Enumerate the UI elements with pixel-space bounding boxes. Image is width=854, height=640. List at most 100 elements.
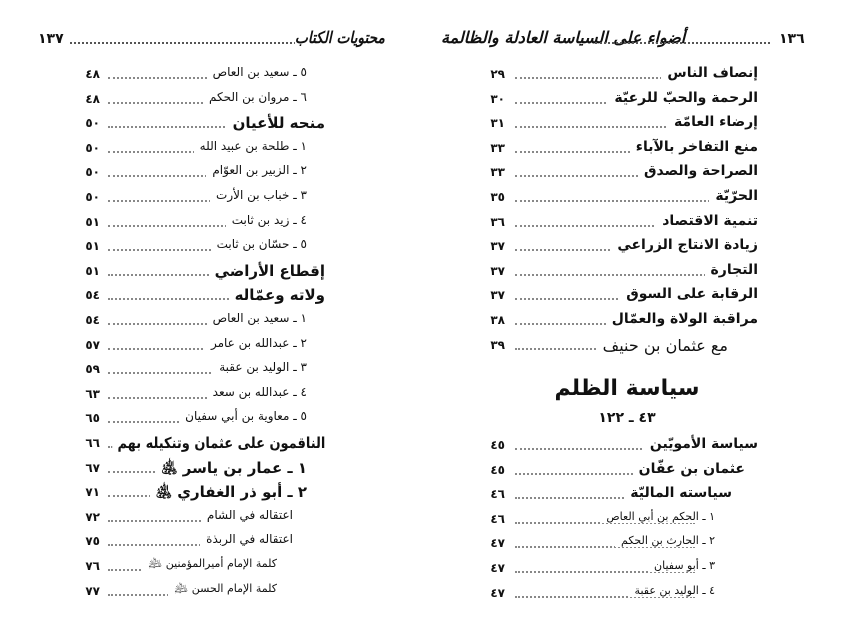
toc-entry-title: سياسة الأمويّين <box>643 436 758 452</box>
toc-entry[interactable]: ٧٦ كلمة الإمام أميرالمؤمنين ﵇ <box>0 557 427 577</box>
toc-entry[interactable]: ٤٨ ٥ ـ سعيد بن العاص <box>0 65 427 85</box>
toc-page-number: ٣٩ <box>490 337 505 352</box>
toc-entry-title: ١ ـ سعيد بن العاص <box>206 311 307 325</box>
toc-entry[interactable]: ٥٤ ١ ـ سعيد بن العاص <box>0 311 427 331</box>
toc-entry-title: ٦ ـ مروان بن الحكم <box>202 89 307 104</box>
toc-entry[interactable]: ٦٧ ١ ـ عمار بن ياسر ﵁ <box>0 458 427 481</box>
toc-entry-title: زيادة الانتاج الزراعي <box>611 237 758 254</box>
toc-page-number: ٦٣ <box>85 386 100 401</box>
toc-page-number: ٣٧ <box>490 239 505 254</box>
toc-entry[interactable]: ٢٩ إنصاف الناس <box>427 65 854 85</box>
dot-leader <box>108 101 287 104</box>
toc-entry-title: الحرّيّة <box>709 188 758 204</box>
toc-entry[interactable]: ٣٦ تنمية الاقتصاد <box>427 212 854 233</box>
toc-page-number: ٥١ <box>85 239 100 254</box>
left-page: ١٣٧ محتويات الكتاب ٤٨ ٥ ـ سعيد بن العاص ٤٨… <box>0 28 427 602</box>
toc-page-number: ٧٢ <box>85 509 100 524</box>
toc-entry[interactable]: ٣٥ الحرّيّة <box>427 188 854 208</box>
right-page: أضواء على السياسة العادلة والظالمة ١٣٦ ٢… <box>427 0 854 640</box>
dot-leader <box>515 175 738 178</box>
toc-page-number: ٤٦ <box>490 487 505 502</box>
dot-leader <box>108 347 287 350</box>
toc-entry[interactable]: ٤٥ عثمان بن عفّان <box>427 460 854 481</box>
toc-entry-title: ٢ ـ الحارث بن الحكم <box>615 534 715 548</box>
toc-entry-title: ١ ـ عمار بن ياسر ﵁ <box>155 458 307 481</box>
toc-page-number: ٥٤ <box>85 288 100 303</box>
toc-entry[interactable]: ٤٧ ٣ ـ أبو سفيان <box>427 559 854 579</box>
toc-entry-title: ٣ ـ خباب بن الأرت <box>210 188 307 202</box>
toc-entry-title: مراقبة الولاة والعمّال <box>605 311 758 327</box>
toc-entry-title: إنصاف الناس <box>661 65 758 81</box>
dot-leader <box>108 249 287 252</box>
toc-entry-title: عثمان بن عفّان <box>632 460 745 477</box>
toc-entry[interactable]: ٤٧ ٤ ـ الوليد بن عقبة <box>427 583 854 604</box>
toc-entry-title: تنمية الاقتصاد <box>656 212 758 229</box>
dot-leader <box>515 521 695 524</box>
toc-page-number: ٥١ <box>85 214 100 229</box>
toc-entry[interactable]: ٣٧ التجارة <box>427 261 854 282</box>
toc-entry[interactable]: ٦٣ ٤ ـ عبدالله بن سعد <box>0 384 427 405</box>
toc-entry[interactable]: ٧٢ اعتقاله في الشام <box>0 507 427 528</box>
toc-entry[interactable]: ٣٣ الصراحة والصدق <box>427 163 854 183</box>
dot-leader <box>108 323 287 325</box>
toc-entry-title: ٣ ـ أبو سفيان <box>648 559 715 572</box>
toc-page-number: ٣٧ <box>490 288 505 303</box>
toc-entry-title: اعتقاله في الربذة <box>200 532 293 547</box>
toc-entry-title: ١ ـ طلحة بن عبيد الله <box>193 138 307 153</box>
toc-page-number: ٥٠ <box>85 140 100 155</box>
toc-entry[interactable]: ٤٧ ٢ ـ الحارث بن الحكم <box>427 534 854 554</box>
toc-entry[interactable]: ٥٤ ولاته وعمّاله <box>0 286 427 306</box>
toc-entry[interactable]: ٧١ ٢ ـ أبو ذر الغفاري ﵁ <box>0 483 427 506</box>
toc-page-number: ٢٩ <box>490 67 505 81</box>
dot-leader <box>108 519 273 522</box>
toc-entry-title: كلمة الإمام أميرالمؤمنين ﵇ <box>142 557 277 573</box>
toc-entry[interactable]: ٧٥ اعتقاله في الربذة <box>0 532 427 552</box>
toc-entry[interactable]: ٣٧ زيادة الانتاج الزراعي <box>427 237 854 257</box>
toc-entry[interactable]: ٤٦ ١ ـ الحكم بن أبي العاص <box>427 509 854 530</box>
toc-entry[interactable]: ٤٨ ٦ ـ مروان بن الحكم <box>0 89 427 110</box>
toc-entry[interactable]: ٦٦ الناقمون على عثمان وتنكيله بهم <box>0 434 427 454</box>
toc-entry[interactable]: ٥٠ ١ ـ طلحة بن عبيد الله <box>0 138 427 159</box>
toc-entry-title: الرحمة والحبّ للرعيّة <box>608 89 758 106</box>
toc-entry[interactable]: ٧٧ كلمة الإمام الحسن ﵇ <box>0 581 427 602</box>
toc-page-number: ٤٧ <box>490 536 505 551</box>
dot-leader <box>515 472 725 475</box>
toc-entry[interactable]: ٦٥ ٥ ـ معاوية بن أبي سفيان <box>0 409 427 429</box>
toc-entry[interactable]: ٥٠ ٢ ـ الزبير بن العوّام <box>0 163 427 183</box>
toc-entry[interactable]: ٣١ إرضاء العامّة <box>427 114 854 134</box>
dot-leader <box>515 150 738 153</box>
toc-entry[interactable]: ٣٧ الرقابة على السوق <box>427 286 854 306</box>
toc-page-number: ٣٥ <box>490 190 505 204</box>
toc-entry[interactable]: ٤٦ سياسته الماليّة <box>427 485 854 505</box>
toc-entry[interactable]: ٥٧ ٢ ـ عبدالله بن عامر <box>0 335 427 356</box>
toc-entry[interactable]: ٥١ ٤ ـ زيد بن ثابت <box>0 212 427 233</box>
header-dot-leader <box>595 42 770 44</box>
dot-leader <box>515 126 738 129</box>
toc-page-number: ٦٦ <box>85 436 100 450</box>
toc-entry-title: ٣ ـ الوليد بن عقبة <box>213 360 307 375</box>
dot-leader <box>108 372 287 375</box>
toc-page-number: ٣٠ <box>490 91 505 106</box>
toc-entry[interactable]: ٥١ ٥ ـ حسّان بن ثابت <box>0 237 427 257</box>
toc-entry[interactable]: ٣٣ منع التفاخر بالآباء <box>427 138 854 159</box>
toc-entry-title: كلمة الإمام الحسن ﵇ <box>168 581 277 598</box>
toc-entry[interactable]: ٣٩ مع عثمان بن حنيف <box>427 335 854 356</box>
toc-entry-title: ١ ـ الحكم بن أبي العاص <box>600 509 715 523</box>
toc-entry-title: ٤ ـ الوليد بن عقبة <box>628 583 715 597</box>
dot-leader <box>515 595 695 598</box>
toc-entry-title: منع التفاخر بالآباء <box>629 138 758 155</box>
toc-entry-title: ٢ ـ عبدالله بن عامر <box>204 335 307 350</box>
toc-entry[interactable]: ٥١ إقطاع الأراضي <box>0 261 427 282</box>
toc-entry[interactable]: ٣٨ مراقبة الولاة والعمّال <box>427 311 854 331</box>
toc-entry[interactable]: ٤٥ سياسة الأمويّين <box>427 436 854 456</box>
dot-leader <box>108 298 305 301</box>
toc-page-number: ٤٧ <box>490 585 505 600</box>
toc-entry[interactable]: ٥٠ منحه للأعيان <box>0 114 427 134</box>
toc-entry[interactable]: ٥٩ ٣ ـ الوليد بن عقبة <box>0 360 427 380</box>
header-dot-leader <box>70 42 300 44</box>
toc-page-number: ٣٧ <box>490 263 505 278</box>
toc-entry[interactable]: ٣٠ الرحمة والحبّ للرعيّة <box>427 89 854 110</box>
dot-leader <box>515 448 738 450</box>
toc-entry[interactable]: ٥٠ ٣ ـ خباب بن الأرت <box>0 188 427 208</box>
dot-leader <box>515 571 695 573</box>
